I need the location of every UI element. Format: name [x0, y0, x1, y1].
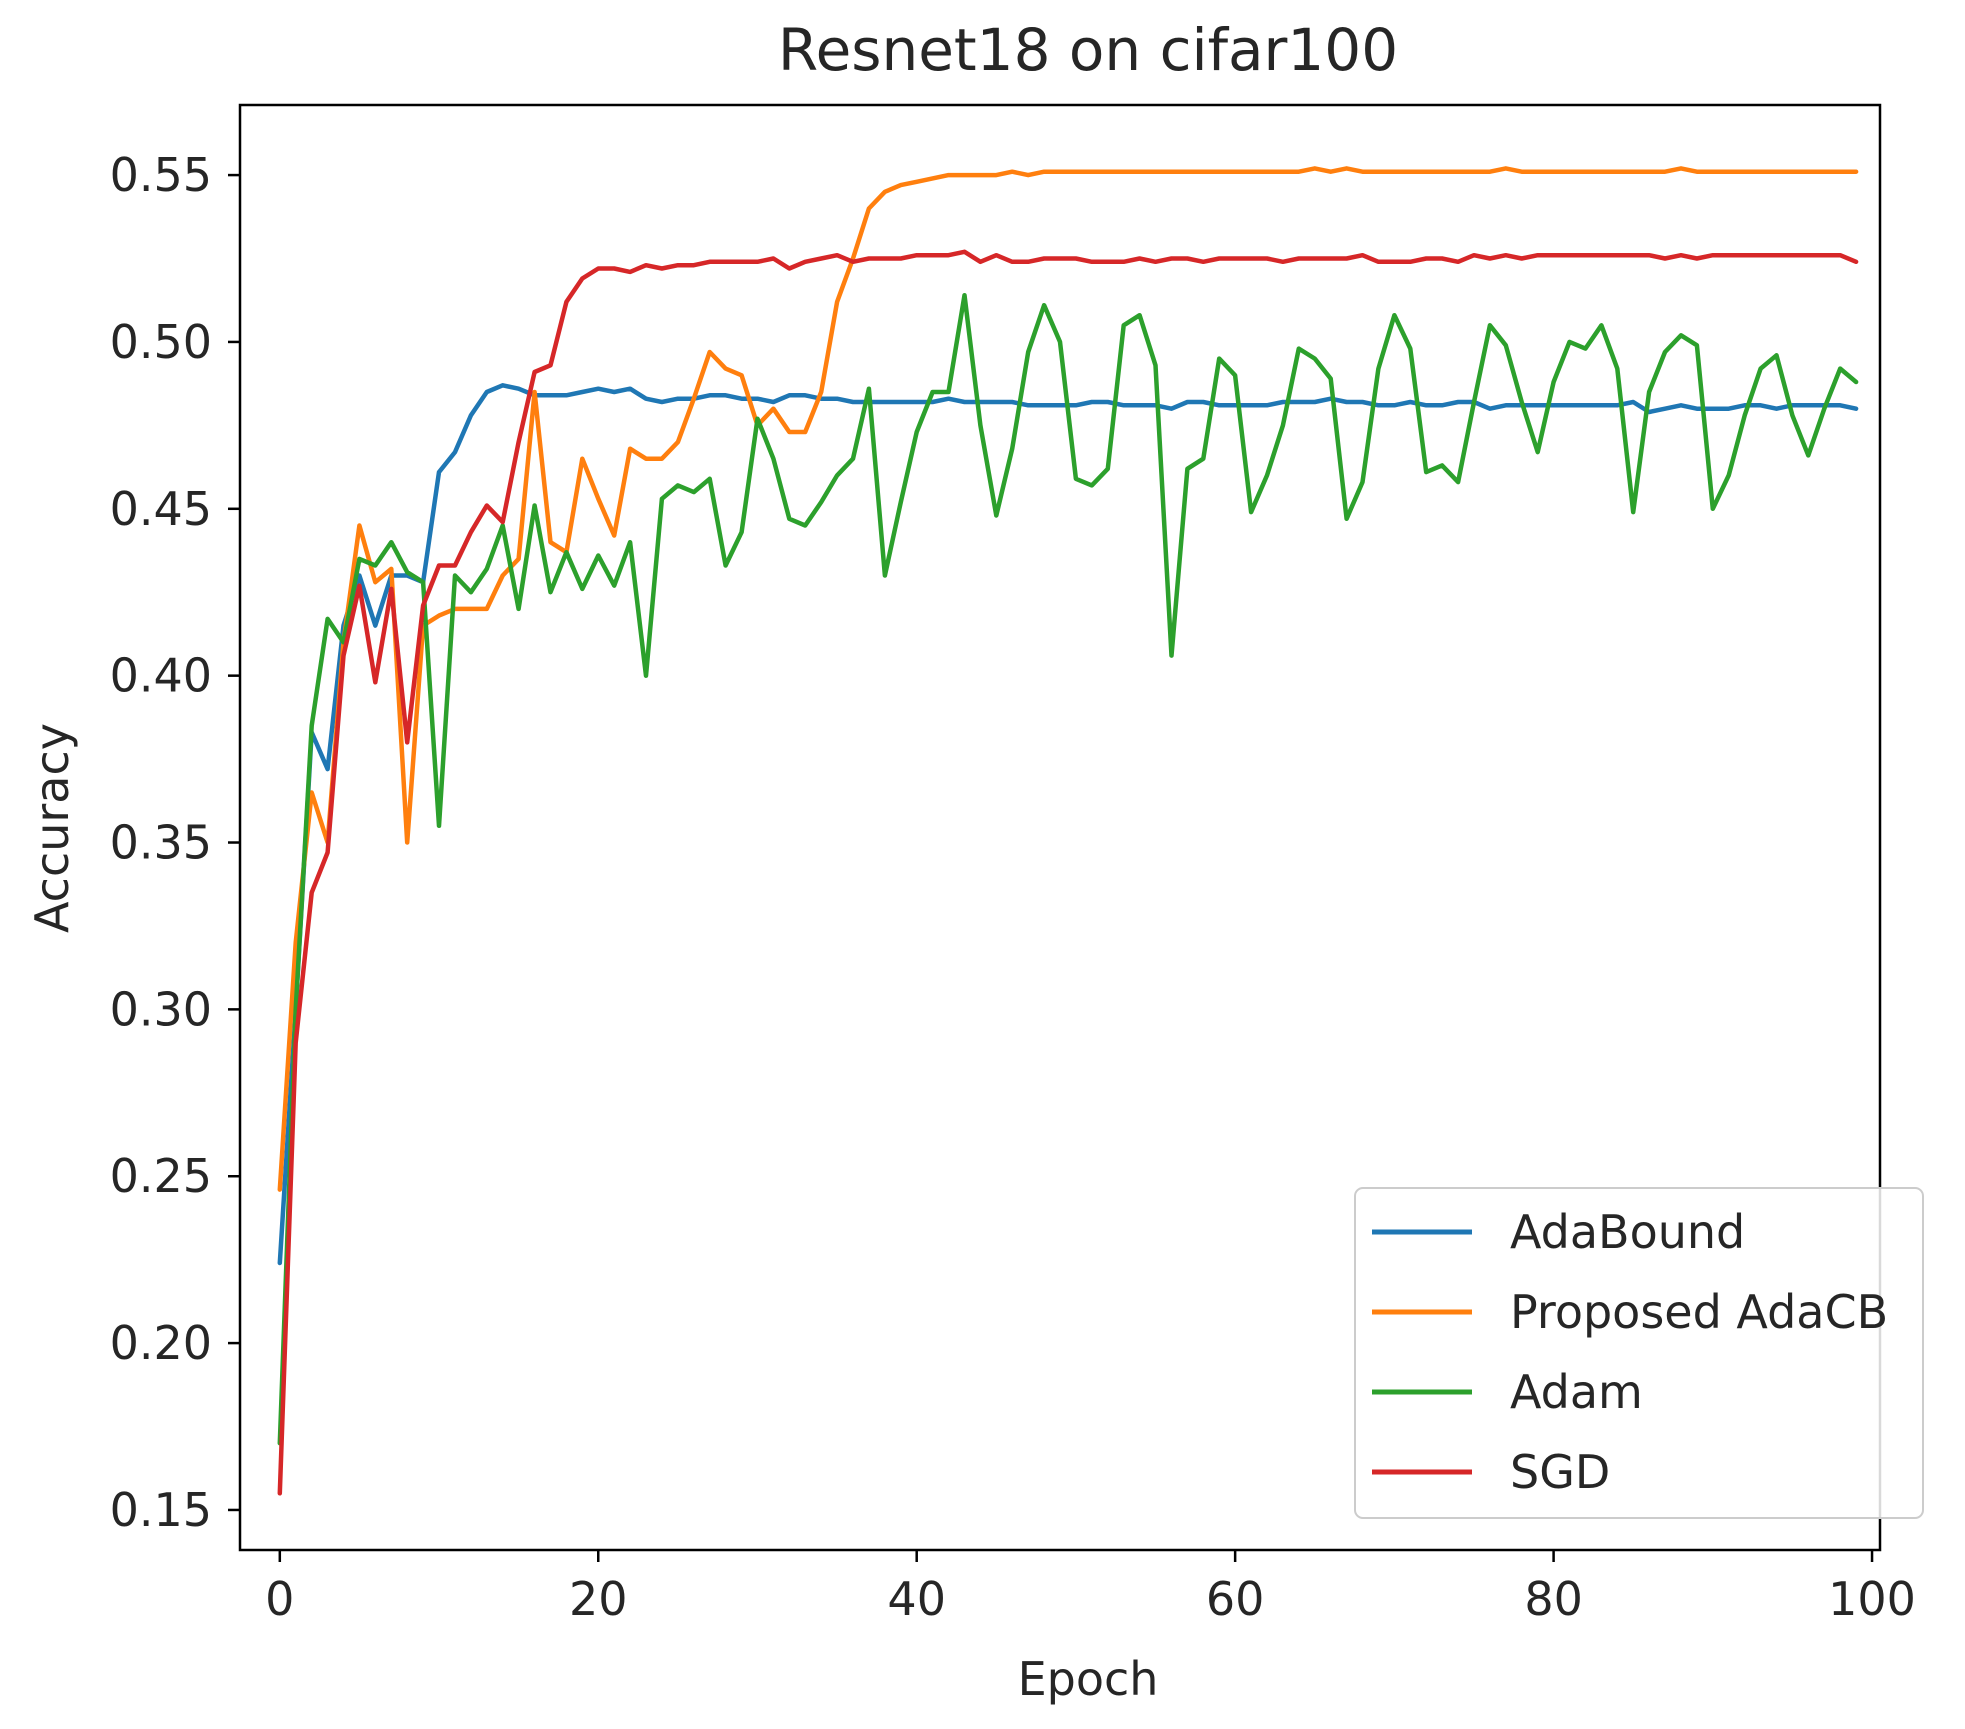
x-tick-label: 20 — [569, 1572, 628, 1626]
y-tick-label: 0.30 — [110, 982, 212, 1036]
y-tick-label: 0.45 — [110, 482, 212, 536]
y-tick-label: 0.20 — [110, 1316, 212, 1370]
legend-label: Adam — [1510, 1365, 1643, 1419]
y-tick-label: 0.15 — [110, 1483, 212, 1537]
series-line-sgd — [277, 249, 1859, 1496]
y-tick-label: 0.25 — [110, 1149, 212, 1203]
legend-label: AdaBound — [1510, 1205, 1745, 1259]
x-tick-label: 40 — [887, 1572, 946, 1626]
legend-label: Proposed AdaCB — [1510, 1285, 1888, 1339]
y-tick-label: 0.35 — [110, 816, 212, 870]
x-tick-label: 60 — [1206, 1572, 1265, 1626]
legend-items: AdaBound Proposed AdaCB Adam SGD — [1372, 1205, 1888, 1499]
plot-frame — [238, 103, 1882, 1552]
x-tick-label: 100 — [1828, 1572, 1916, 1626]
legend-box — [1354, 1187, 1924, 1519]
legend: AdaBound Proposed AdaCB Adam SGD — [1354, 1187, 1924, 1519]
series-line-adam — [277, 292, 1859, 1446]
legend-item-sgd: SGD — [1372, 1445, 1610, 1499]
y-tick-label: 0.40 — [110, 649, 212, 703]
legend-label: SGD — [1510, 1445, 1610, 1499]
y-axis-label: Accuracy — [25, 723, 79, 933]
chart-title: Resnet18 on cifar100 — [778, 16, 1398, 84]
legend-item-adabound: AdaBound — [1372, 1205, 1745, 1259]
plot-layer — [277, 166, 1859, 1496]
y-tick-label: 0.50 — [110, 315, 212, 369]
legend-item-proposed-adacb: Proposed AdaCB — [1372, 1285, 1888, 1339]
legend-item-adam: Adam — [1372, 1365, 1643, 1419]
x-tick-label: 80 — [1524, 1572, 1583, 1626]
series-line-proposed-adacb — [277, 166, 1859, 1192]
x-tick-label: 0 — [265, 1572, 294, 1626]
x-axis-label: Epoch — [1018, 1652, 1159, 1706]
ticks-layer: 0 20 40 60 80 100 0.15 0.20 0.25 0.30 0.35 0.40 0.45… — [110, 148, 1916, 1626]
y-tick-label: 0.55 — [110, 148, 212, 202]
